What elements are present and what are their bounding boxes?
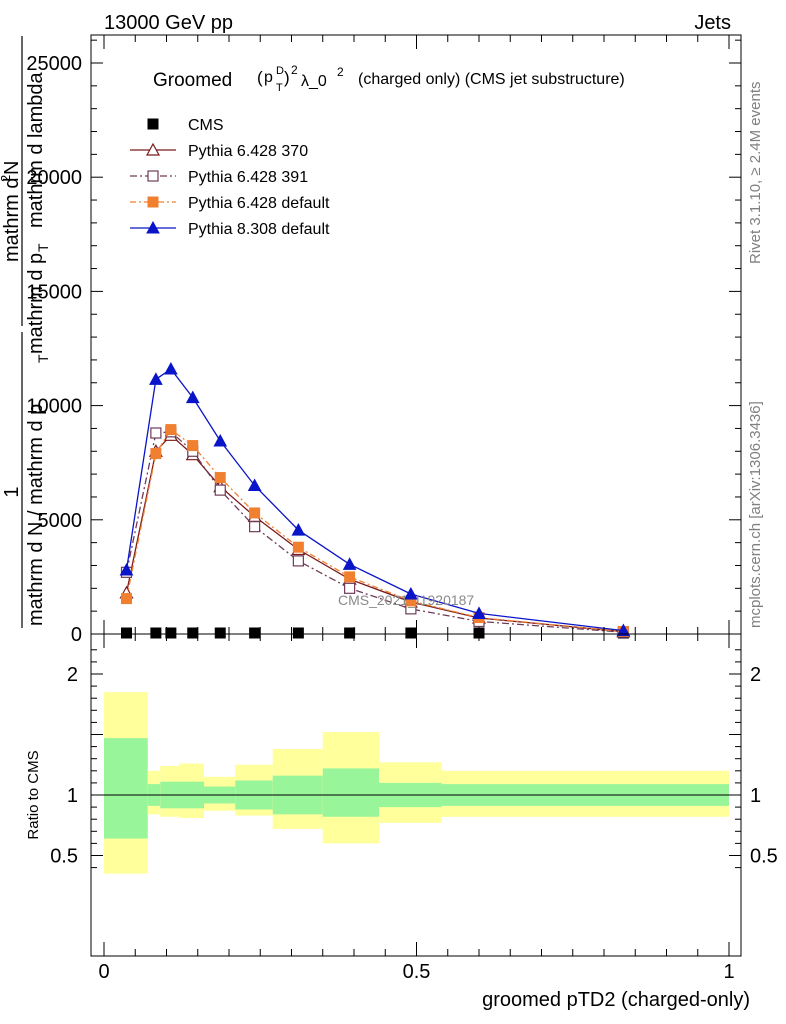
rivet-version-label: Rivet 3.1.10, ≥ 2.4M events xyxy=(747,82,764,265)
title-groomed: Groomed xyxy=(153,70,232,91)
data-point-cms xyxy=(165,627,177,639)
data-point-pythia-6-428-391 xyxy=(150,427,162,439)
legend-label-pythia-6-428-370: Pythia 6.428 370 xyxy=(188,143,308,160)
title-lambda: λ_0 xyxy=(301,73,327,90)
title-suffix: (charged only) (CMS jet substructure) xyxy=(358,71,625,88)
data-point-pythia-8-308-default xyxy=(616,623,631,637)
data-point-cms xyxy=(121,627,132,639)
x-tick-label: 1 xyxy=(723,961,734,983)
data-point-pythia-8-308-default xyxy=(149,372,163,385)
y-tick-label: 10000 xyxy=(26,396,82,418)
data-point-cms xyxy=(405,627,417,639)
data-point-pythia-8-308-default xyxy=(164,362,178,375)
data-point-pythia-6-428-default xyxy=(165,424,177,436)
data-point-pythia-8-308-default xyxy=(342,557,357,570)
series-pythia-8-308-default xyxy=(119,362,631,637)
data-point-pythia-6-428-default xyxy=(249,507,261,519)
ylabel-main-numerator: mathrm d xyxy=(1,178,23,262)
ylabel-main-denominator-rest: mathrm d lambda xyxy=(25,72,47,228)
ratio-inner-band xyxy=(104,738,148,839)
legend-marker-pythia-6-428-391 xyxy=(147,170,159,182)
legend-item-pythia-6-428-370: Pythia 6.428 370 xyxy=(130,142,308,160)
data-point-pythia-8-308-default xyxy=(119,563,134,576)
ratio-y-axis-label: Ratio to CMS xyxy=(25,750,42,839)
data-point-pythia-6-428-default xyxy=(187,440,199,452)
title-lambda-sup: 2 xyxy=(337,65,344,79)
header-jets: Jets xyxy=(694,12,731,34)
title-p: p xyxy=(264,69,273,86)
main-plot-panel: 0 5000 10000 15000 20000 25000 xyxy=(26,34,742,646)
data-point-pythia-6-428-391 xyxy=(292,555,304,567)
data-point-pythia-6-428-391 xyxy=(214,484,226,496)
legend-item-pythia-6-428-default: Pythia 6.428 default xyxy=(130,195,330,212)
plot-title: Groomed ( p D T ) 2 λ_0 2 (charged only)… xyxy=(153,63,625,94)
ratio-y-tick-label: 2 xyxy=(67,664,78,686)
data-point-pythia-6-428-391 xyxy=(344,582,356,594)
legend-label-cms: CMS xyxy=(188,117,224,134)
data-point-pythia-8-308-default xyxy=(291,523,306,536)
data-point-cms xyxy=(187,627,199,639)
ylabel-prefix-denominator: mathrm d N / mathrm d p xyxy=(25,404,47,626)
ratio-y-tick-label-right: 0.5 xyxy=(750,846,778,868)
legend-marker-pythia-6-428-default xyxy=(147,196,159,208)
title-p-sub: T xyxy=(276,82,283,94)
ylabel-main-denominator-sub: T xyxy=(35,243,51,252)
ratio-y-tick-label: 0.5 xyxy=(50,846,78,868)
legend-marker-cms xyxy=(147,118,159,130)
y-axis-label: 1 mathrm d N / mathrm d p T mathrm d 2 N… xyxy=(0,36,51,628)
ylabel-main-numerator-n: N xyxy=(1,161,23,175)
data-point-pythia-6-428-default xyxy=(150,448,162,460)
analysis-watermark: CMS_2021_I1920187 xyxy=(338,592,474,608)
legend: CMS Pythia 6.428 370 Pythia 6.428 391 Pythi… xyxy=(130,117,330,238)
data-point-pythia-8-308-default xyxy=(247,478,262,492)
y-tick-label: 0 xyxy=(71,624,82,646)
ratio-plot-panel: 0.5 0.5 1 1 2 2 xyxy=(50,633,778,957)
title-paren-open: ( xyxy=(257,68,263,87)
data-point-pythia-8-308-default xyxy=(213,433,228,447)
legend-label-pythia-6-428-default: Pythia 6.428 default xyxy=(188,195,330,212)
x-tick-label: 0 xyxy=(98,961,109,983)
x-tick-label: 0.5 xyxy=(403,961,431,983)
data-point-pythia-8-308-default xyxy=(185,390,200,404)
y-tick-label: 20000 xyxy=(26,167,82,189)
ylabel-main-denominator: mathrm d p xyxy=(25,253,47,354)
ratio-inner-band xyxy=(322,768,379,817)
data-point-pythia-6-428-default xyxy=(292,541,304,553)
y-tick-label: 15000 xyxy=(26,281,82,303)
title-paren-close: ) xyxy=(284,68,290,87)
data-point-cms xyxy=(150,627,162,639)
data-point-cms xyxy=(292,627,304,639)
data-point-pythia-6-428-default xyxy=(344,571,356,583)
data-point-pythia-8-308-default xyxy=(472,606,486,619)
data-point-cms xyxy=(214,627,226,639)
ratio-y-tick-label-right: 2 xyxy=(750,664,761,686)
title-square: 2 xyxy=(291,63,298,77)
ylabel-prefix-numerator: 1 xyxy=(1,486,23,497)
ratio-y-tick-label-right: 1 xyxy=(750,785,761,807)
header-energy: 13000 GeV pp xyxy=(104,12,233,34)
ratio-y-tick-label: 1 xyxy=(67,785,78,807)
y-tick-label: 25000 xyxy=(26,53,82,75)
legend-label-pythia-8-308-default: Pythia 8.308 default xyxy=(188,221,330,238)
ylabel-main-numerator-sup: 2 xyxy=(0,175,13,182)
legend-label-pythia-6-428-391: Pythia 6.428 391 xyxy=(188,169,308,186)
y-tick-label: 5000 xyxy=(38,510,83,532)
legend-item-pythia-8-308-default: Pythia 8.308 default xyxy=(130,220,330,238)
data-point-pythia-6-428-391 xyxy=(249,521,261,533)
legend-item-cms: CMS xyxy=(147,117,224,134)
legend-item-pythia-6-428-391: Pythia 6.428 391 xyxy=(130,169,308,186)
title-p-sup: D xyxy=(276,65,284,77)
data-point-cms xyxy=(249,627,261,639)
legend-marker-pythia-6-428-370 xyxy=(145,142,161,156)
data-point-pythia-6-428-default xyxy=(121,593,132,605)
ylabel-prefix-subscript: T xyxy=(35,354,51,363)
data-point-cms xyxy=(344,627,356,639)
mcplots-label: mcplots.cern.ch [arXiv:1306.3436] xyxy=(747,401,764,628)
legend-marker-pythia-8-308-default xyxy=(146,220,160,234)
data-point-pythia-6-428-default xyxy=(214,472,226,484)
x-axis-label: groomed pTD2 (charged-only) xyxy=(482,989,750,1011)
data-point-pythia-8-308-default xyxy=(404,586,418,600)
